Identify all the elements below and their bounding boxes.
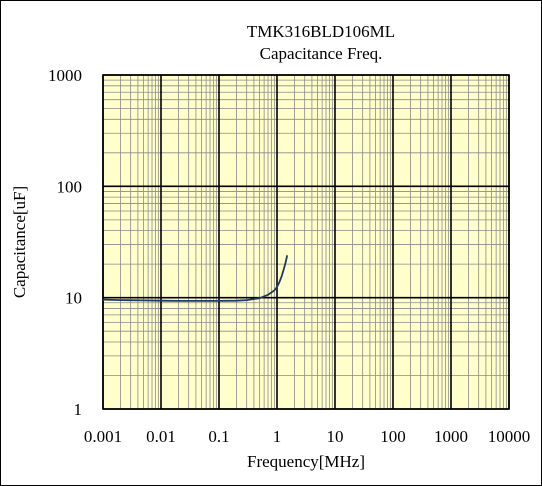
plot-border bbox=[102, 74, 510, 410]
x-tick-label: 0.1 bbox=[208, 427, 229, 446]
x-tick-label: 1000 bbox=[434, 427, 468, 446]
chart-title: TMK316BLD106ML bbox=[246, 22, 396, 41]
x-tick-label: 1 bbox=[273, 427, 282, 446]
x-tick-label: 10000 bbox=[488, 427, 531, 446]
y-tick-label: 10 bbox=[65, 289, 82, 308]
y-tick-label: 100 bbox=[57, 177, 83, 196]
x-tick-label: 100 bbox=[380, 427, 406, 446]
x-tick-label: 0.001 bbox=[84, 427, 122, 446]
x-axis-title: Frequency[MHz] bbox=[247, 452, 366, 471]
x-tick-label: 0.01 bbox=[146, 427, 176, 446]
chart-subtitle: Capacitance Freq. bbox=[259, 44, 383, 63]
series-line-1 bbox=[102, 255, 289, 302]
y-tick-label: 1000 bbox=[48, 66, 82, 85]
y-tick-label: 1 bbox=[74, 400, 83, 419]
x-tick-label: 10 bbox=[327, 427, 344, 446]
plot-background bbox=[103, 75, 509, 409]
y-axis-title: Capacitance[uF] bbox=[10, 185, 30, 299]
